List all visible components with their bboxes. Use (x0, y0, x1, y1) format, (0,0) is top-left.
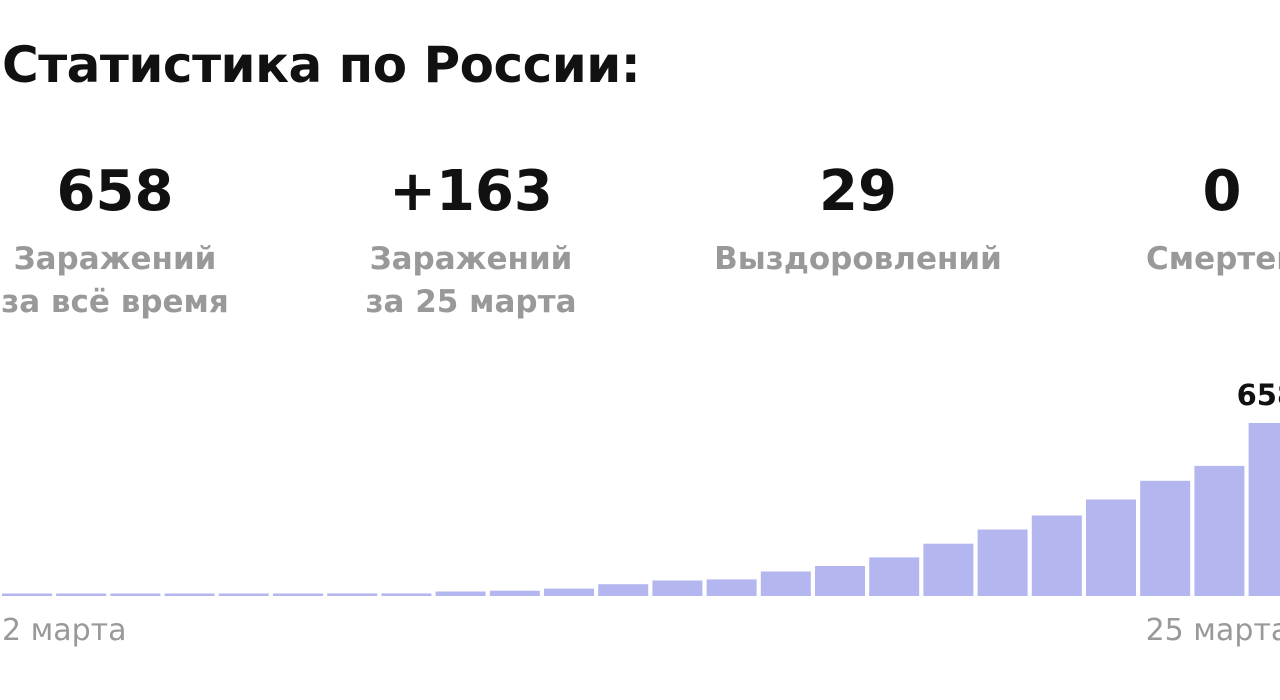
bar-20 (1031, 515, 1082, 596)
stat-label: Смертей (1062, 238, 1280, 281)
bar-4 (164, 593, 215, 596)
stat-label-line: Заражений (369, 241, 573, 277)
stat-value: 0 (1202, 159, 1242, 224)
bar-19 (977, 529, 1028, 596)
bar-5 (218, 593, 269, 596)
bar-13 (652, 580, 703, 596)
bar-22 (1140, 480, 1191, 596)
bar-24 (1248, 423, 1280, 596)
x-tick-label: 2 марта (2, 613, 127, 648)
bar-21 (1086, 499, 1136, 596)
stat-label-line: за всё время (1, 284, 229, 320)
stat-label: Заражений за всё время (0, 238, 275, 324)
bar-23 (1194, 465, 1245, 596)
stat-daily-infections: +163 Заражений за 25 марта (311, 160, 631, 324)
bar-10 (489, 590, 540, 596)
stat-label: Заражений за 25 марта (311, 238, 631, 324)
stat-label-line: Заражений (13, 241, 217, 277)
stat-recoveries: 29 Выздоровлений (698, 160, 1018, 281)
x-tick-label: 25 марта (1146, 613, 1280, 648)
page-title: Статистика по России: (2, 36, 641, 94)
bar-14 (706, 579, 757, 596)
bar-2 (56, 593, 107, 596)
stat-label-line: за 25 марта (365, 284, 577, 320)
bar-1 (2, 593, 52, 596)
bar-18 (923, 543, 974, 596)
stat-deaths: 0 Смертей (1062, 160, 1280, 281)
bar-6 (273, 593, 323, 596)
bar-8 (381, 593, 432, 596)
bar-12 (598, 584, 649, 596)
bar-7 (327, 593, 378, 596)
stat-total-infections: 658 Заражений за всё время (0, 160, 275, 324)
bar-data-label: 658 (1237, 378, 1280, 412)
bars-group (2, 423, 1280, 596)
bar-17 (869, 557, 920, 596)
bar-11 (544, 588, 594, 596)
stat-value: 658 (56, 159, 174, 224)
stat-label: Выздоровлений (698, 238, 1018, 281)
stat-value: 29 (819, 159, 897, 224)
bar-16 (815, 566, 865, 596)
stat-label-line: Смертей (1145, 241, 1280, 277)
infections-bar-chart: 658 2 марта 25 марта (2, 378, 1280, 648)
stat-value: +163 (389, 159, 553, 224)
bar-9 (435, 591, 486, 596)
stat-label-line: Выздоровлений (714, 241, 1002, 277)
bar-15 (760, 571, 811, 596)
labels-group: 658 2 марта 25 марта (2, 378, 1280, 648)
bar-3 (110, 593, 161, 596)
